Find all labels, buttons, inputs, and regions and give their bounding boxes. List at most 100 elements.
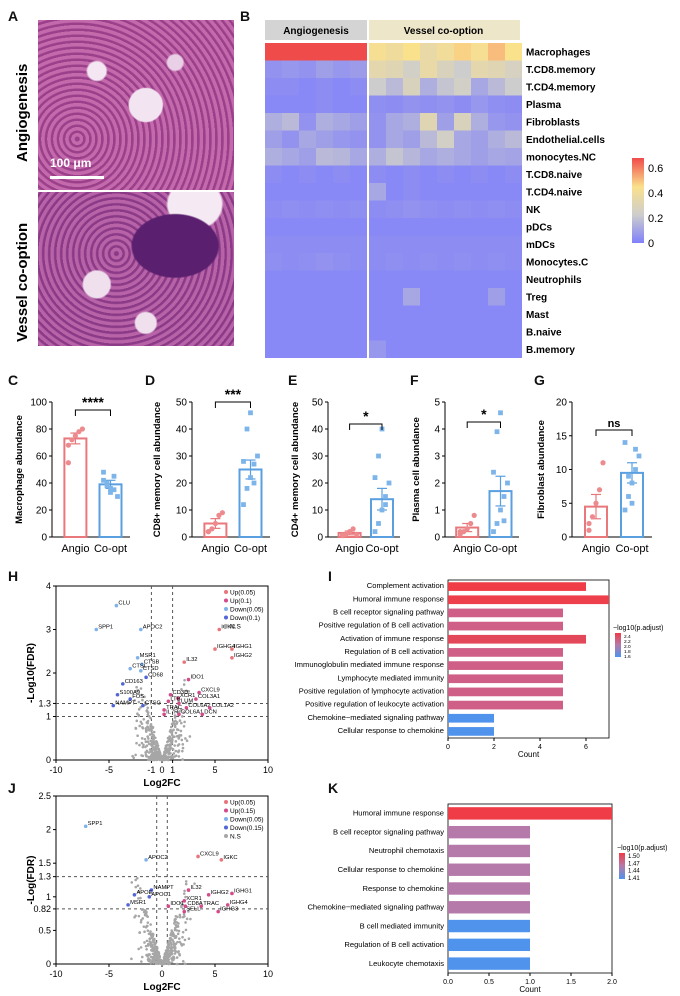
- gene-point: [128, 666, 132, 671]
- ns-point: [182, 912, 186, 916]
- heatmap-cell: [369, 288, 386, 306]
- x-tick-label: 0: [159, 969, 164, 979]
- group-bar-angiogenesis: [265, 20, 367, 40]
- heatmap-cell: [437, 218, 454, 236]
- heatmap-cell: [403, 235, 420, 253]
- heatmap-cell: [471, 270, 488, 288]
- heatmap-cell: [316, 200, 333, 218]
- legend-label: Down(0.05): [230, 607, 264, 614]
- heatmap-cell: [282, 95, 299, 113]
- heatmap-cell: [316, 288, 333, 306]
- heatmap-cell: [454, 183, 471, 201]
- gene-point: [162, 712, 166, 717]
- ns-point: [173, 714, 177, 717]
- ns-point: [143, 941, 146, 944]
- term-label: Chemokine−mediated signaling pathway: [307, 713, 444, 722]
- heatmap-cell: [369, 200, 386, 218]
- gene-point: [230, 891, 234, 896]
- ns-point: [167, 739, 171, 743]
- heatmap-cell: [333, 183, 350, 201]
- ns-point: [171, 747, 175, 751]
- legend-dot: [224, 800, 228, 804]
- x-axis-label: Log2FC: [143, 778, 180, 789]
- enrichment-bar: [448, 713, 494, 723]
- ns-point: [177, 749, 181, 752]
- heatmap-cell: [282, 78, 299, 96]
- gene-label: TRAC: [203, 901, 219, 907]
- ns-point: [154, 941, 157, 945]
- ns-point: [173, 918, 177, 921]
- enrichment-bar: [448, 608, 563, 618]
- gene-point: [111, 703, 116, 708]
- heatmap-cell: [333, 148, 350, 166]
- heatmap-cell: [488, 235, 505, 253]
- heatmap-cell: [471, 43, 488, 61]
- ns-point: [170, 722, 174, 726]
- heatmap-cell: [386, 235, 403, 253]
- gene-label: CTSD: [143, 666, 159, 672]
- data-point: [65, 460, 71, 466]
- gene-point: [184, 706, 189, 710]
- legend-dot: [224, 590, 228, 594]
- ns-point: [177, 937, 181, 940]
- heatmap-cell: [386, 200, 403, 218]
- heatmap-cell: [282, 113, 299, 131]
- gene-point: [182, 660, 187, 664]
- heatmap-cell: [282, 183, 299, 201]
- heatmap-cell: [316, 148, 333, 166]
- ns-point: [146, 954, 149, 958]
- data-point: [79, 426, 85, 432]
- ns-point: [140, 955, 144, 959]
- enrichment-bar: [448, 938, 530, 952]
- ns-point: [134, 726, 138, 730]
- gene-label: MSR1: [130, 900, 146, 906]
- gene-point: [196, 854, 200, 859]
- gene-label: APOC2: [143, 625, 163, 631]
- heatmap-row-label: Macrophages: [526, 48, 591, 59]
- ns-point: [137, 947, 140, 951]
- heatmap-cell: [488, 95, 505, 113]
- heatmap-row-label: B.memory: [526, 345, 575, 356]
- gene-point: [166, 904, 171, 909]
- ns-point: [174, 749, 178, 753]
- y-tick-label: 60: [36, 452, 48, 463]
- ns-point: [141, 698, 144, 702]
- bar-chart-g: 0 5 10 15 20 Fibroblast abundance Angio Co-opt n…: [536, 398, 652, 555]
- ns-point: [180, 905, 183, 909]
- heatmap-cell: [437, 130, 454, 148]
- heatmap-cell: [386, 130, 403, 148]
- panel-letter-a: A: [8, 8, 19, 24]
- gene-label: IL7R: [166, 709, 178, 715]
- ns-point: [133, 699, 136, 702]
- heatmap-cell: [454, 43, 471, 61]
- ns-point: [139, 920, 143, 924]
- heatmap-cell: [386, 340, 403, 358]
- data-point: [633, 446, 638, 452]
- ns-point: [167, 952, 171, 956]
- heatmap-cell: [369, 270, 386, 288]
- gene-label: IGHG1: [234, 888, 252, 894]
- legend-bar: [615, 633, 621, 657]
- significance-label: ns: [608, 418, 621, 430]
- heatmap-cell: [420, 200, 437, 218]
- enrichment-bar: [448, 957, 530, 970]
- ns-point: [151, 938, 155, 942]
- heatmap-cell: [505, 60, 522, 78]
- x-axis-label: Log2FC: [143, 982, 180, 993]
- heatmap-cell: [420, 130, 437, 148]
- ns-point: [170, 957, 173, 960]
- data-point: [471, 512, 477, 518]
- data-point: [626, 473, 631, 479]
- legend-tick: 1.47: [628, 861, 640, 867]
- heatmap-cell: [265, 78, 282, 96]
- y-tick-label: 0: [46, 959, 51, 969]
- data-point: [386, 480, 392, 486]
- ns-point: [135, 741, 138, 745]
- ns-point: [177, 950, 180, 953]
- term-label: Complement activation: [367, 581, 444, 590]
- data-point: [108, 486, 113, 491]
- ns-point: [178, 953, 182, 957]
- y-tick-label: 40: [312, 425, 324, 436]
- ns-point: [179, 915, 182, 919]
- heatmap-cell: [437, 60, 454, 78]
